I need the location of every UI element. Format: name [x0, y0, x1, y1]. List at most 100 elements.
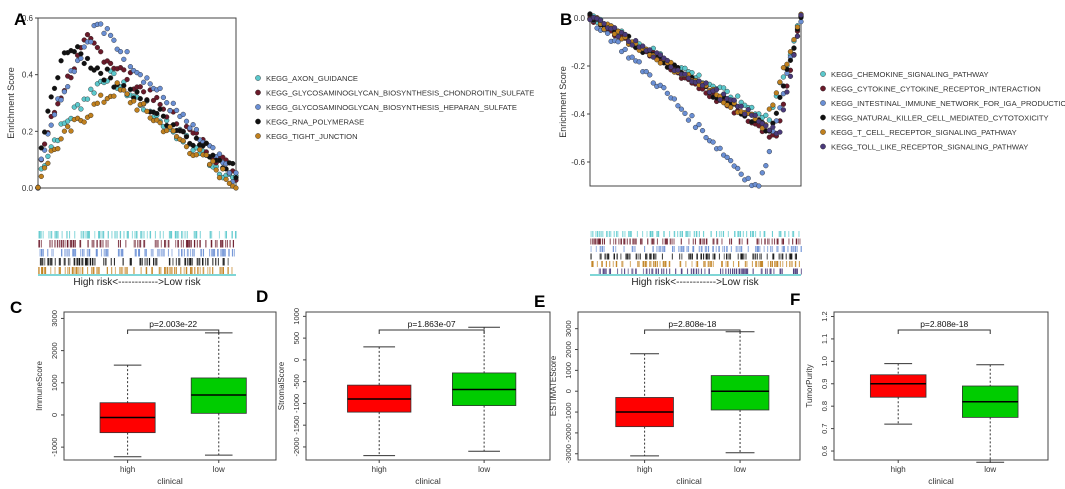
rank-tick-B [756, 246, 758, 252]
es-point-B [766, 148, 772, 155]
rank-tick-A [68, 267, 71, 275]
rank-tick-A [105, 258, 107, 266]
rank-tick-B [790, 246, 792, 252]
rank-tick-B [624, 268, 626, 275]
rank-tick-B [788, 238, 790, 245]
rank-tick-B [713, 253, 716, 260]
es-point-B [728, 158, 734, 164]
rank-tick-B [673, 238, 675, 245]
rank-tick-A [98, 267, 100, 275]
es-point-B [643, 69, 649, 75]
es-point-A [41, 141, 48, 147]
es-point-B [745, 175, 751, 181]
rank-tick-B [645, 268, 647, 275]
rank-tick-A [133, 240, 135, 248]
rank-tick-A [122, 258, 124, 266]
es-point-B [622, 46, 628, 53]
rank-tick-B [689, 231, 691, 237]
rank-tick-A [140, 231, 142, 239]
rank-tick-B [687, 246, 690, 252]
es-point-B [742, 111, 748, 117]
rank-tick-B [653, 238, 655, 245]
rank-tick-A [61, 249, 63, 257]
es-point-A [220, 166, 226, 172]
es-point-A [35, 184, 41, 191]
rank-tick-A [38, 267, 40, 275]
rank-tick-B [591, 261, 593, 267]
y-tick-label: -2000 [292, 437, 301, 456]
y-tick-label: 1.0 [820, 356, 829, 366]
rank-tick-B [781, 238, 783, 245]
rank-tick-A [102, 240, 104, 248]
rank-tick-A [220, 249, 222, 257]
es-point-A [160, 113, 167, 119]
rank-tick-B [601, 261, 603, 267]
pvalue-bracket [897, 329, 991, 334]
rank-tick-A [77, 267, 79, 275]
y-tick-label: 0.2 [22, 127, 34, 136]
es-point-A [94, 65, 101, 71]
rank-tick-A [212, 249, 214, 257]
rank-tick-B [653, 253, 655, 260]
es-point-A [98, 70, 104, 77]
rank-tick-A [207, 267, 209, 275]
rank-tick-B [656, 268, 658, 275]
rank-tick-B [695, 268, 697, 275]
es-point-A [101, 30, 107, 36]
es-point-B [780, 83, 787, 89]
rank-tick-A [96, 267, 98, 275]
rank-tick-B [598, 268, 600, 275]
es-point-A [74, 44, 81, 50]
es-point-B [689, 113, 695, 119]
rank-tick-B [650, 261, 652, 267]
rank-tick-B [606, 231, 608, 237]
es-point-A [210, 158, 216, 164]
rank-tick-B [739, 238, 741, 245]
x-tick-label: low [984, 465, 996, 474]
rank-tick-A [171, 231, 173, 239]
rank-tick-A [54, 267, 56, 275]
rank-tick-B [792, 238, 794, 245]
rank-tick-B [718, 231, 720, 237]
rank-tick-A [54, 258, 56, 266]
es-point-A [180, 129, 186, 135]
rank-tick-A [223, 258, 225, 266]
rank-tick-B [744, 261, 746, 267]
rank-tick-B [767, 246, 769, 252]
rank-tick-B [752, 268, 754, 275]
rank-tick-A [87, 240, 89, 248]
rank-tick-B [600, 253, 602, 260]
rank-tick-A [93, 258, 95, 266]
rank-tick-A [187, 258, 189, 266]
rank-tick-A [169, 258, 171, 266]
rank-tick-B [698, 246, 700, 252]
rank-tick-A [175, 231, 177, 239]
es-point-A [71, 68, 77, 75]
rank-tick-B [738, 261, 740, 267]
y-tick-label: -3000 [564, 444, 573, 463]
rank-tick-A [194, 267, 196, 275]
rank-tick-A [166, 267, 168, 275]
rank-tick-B [708, 261, 710, 267]
rank-tick-B [682, 246, 684, 252]
rank-tick-B [712, 261, 714, 267]
rank-tick-A [54, 240, 56, 248]
es-point-B [735, 165, 741, 172]
rank-tick-A [197, 267, 199, 275]
rank-tick-B [704, 261, 706, 267]
rank-tick-A [214, 240, 217, 248]
rank-tick-A [51, 258, 53, 266]
y-tick-label: -0.2 [571, 62, 585, 71]
es-point-A [61, 128, 68, 134]
rank-tick-B [732, 268, 734, 275]
rank-tick-B [710, 261, 712, 267]
rank-tick-A [151, 267, 153, 275]
rank-tick-B [601, 238, 604, 245]
legend-marker [255, 118, 261, 125]
rank-tick-B [649, 253, 651, 260]
rank-tick-A [50, 231, 52, 239]
legend-marker [820, 143, 826, 150]
rank-tick-B [764, 231, 766, 237]
rank-tick-A [99, 231, 101, 239]
es-point-A [55, 75, 61, 81]
